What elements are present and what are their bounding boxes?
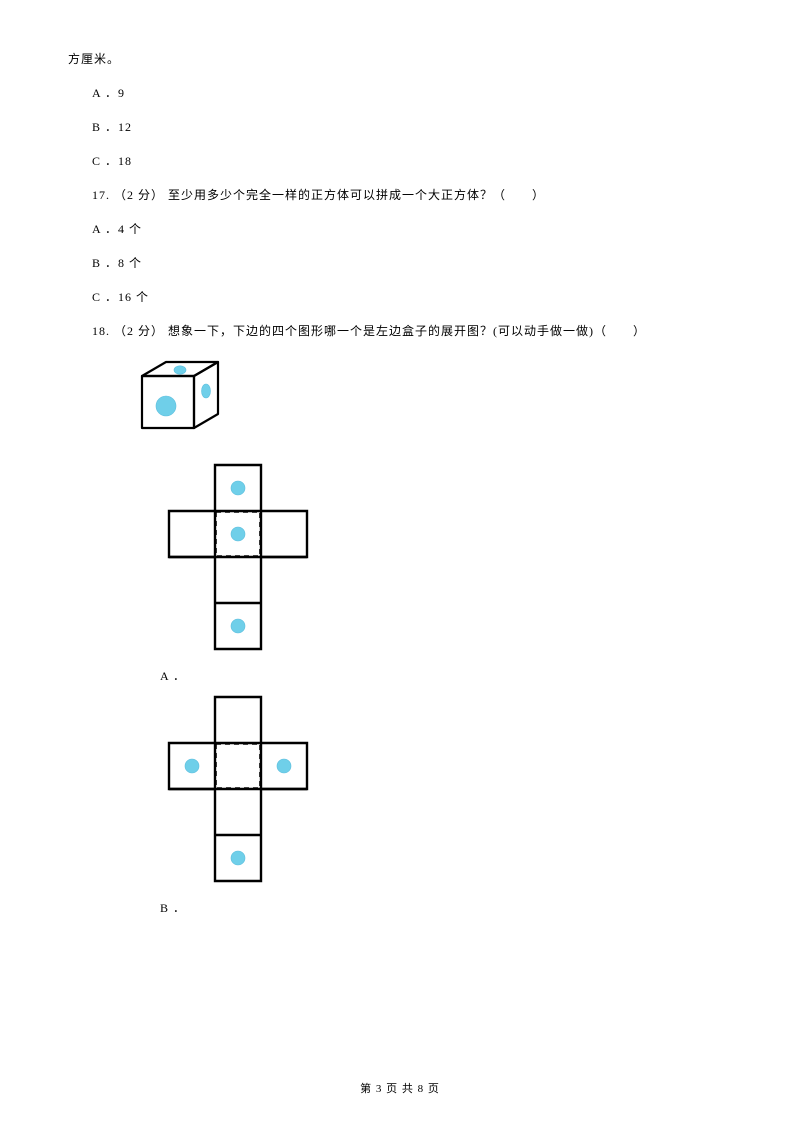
q17-option-c: C ．16 个: [68, 288, 732, 306]
q17-option-b: B ．8 个: [68, 254, 732, 272]
continuation-text: 方厘米。: [68, 50, 732, 68]
q16-option-a: A ．9: [68, 84, 732, 102]
q18-text: 18. （2 分） 想象一下，下边的四个图形哪一个是左边盒子的展开图？(可以动手…: [68, 322, 732, 340]
option-b-label: B ．: [68, 899, 732, 916]
q16-option-b: B ．12: [68, 118, 732, 136]
net-a-figure: [164, 460, 732, 659]
net-b-figure: [164, 692, 732, 891]
q16-option-c: C ．18: [68, 152, 732, 170]
cube-icon: [136, 356, 226, 441]
page-content: 方厘米。 A ．9 B ．12 C ．18 17. （2 分） 至少用多少个完全…: [0, 0, 800, 916]
q17-text: 17. （2 分） 至少用多少个完全一样的正方体可以拼成一个大正方体？（ ）: [68, 186, 732, 204]
net-a-diagram: [164, 460, 312, 654]
cube-figure: [136, 356, 732, 446]
option-a-label: A ．: [68, 667, 732, 684]
q17-option-a: A ．4 个: [68, 220, 732, 238]
net-b-diagram: [164, 692, 312, 886]
page-footer: 第 3 页 共 8 页: [0, 1080, 800, 1096]
